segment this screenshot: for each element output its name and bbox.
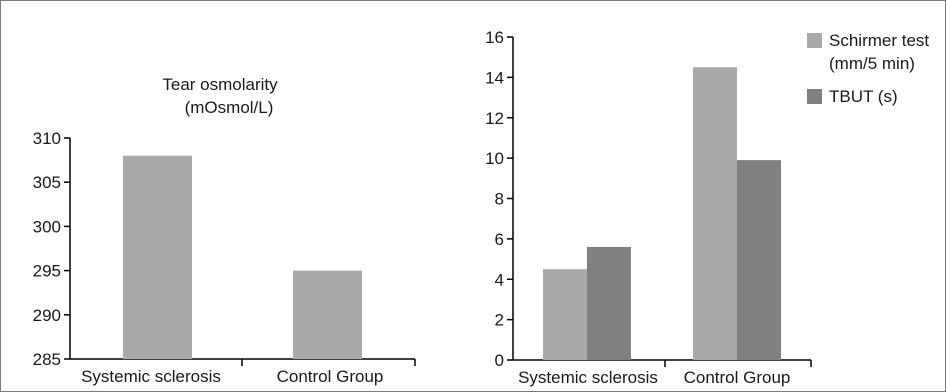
legend-label-schirmer-line2: (mm/5 min) [829, 54, 915, 73]
y-tick-label: 10 [485, 149, 504, 168]
x-tick-label: Control Group [684, 368, 791, 387]
bar [587, 246, 631, 360]
y-tick-label: 6 [495, 230, 504, 249]
y-tick-label: 2 [495, 311, 504, 330]
y-tick-label: 300 [33, 217, 61, 236]
legend: Schirmer test (mm/5 min) TBUT (s) [807, 31, 929, 106]
y-tick-label: 4 [495, 270, 504, 289]
y-tick-label: 285 [33, 350, 61, 369]
osmolarity-chart: Tear osmolarity (mOsmol/L) 285 290 295 300 3… [33, 75, 416, 386]
bar [543, 269, 587, 360]
chart-subtitle: (mOsmol/L) [185, 98, 274, 117]
y-tick-label: 290 [33, 306, 61, 325]
bar [693, 67, 737, 360]
schirmer-tbut-plot-area: 0 2 4 6 8 10 12 14 16 Systemic sclerosis Control G… [485, 28, 812, 387]
y-tick-label: 305 [33, 173, 61, 192]
y-tick-label: 310 [33, 129, 61, 148]
x-tick-label: Systemic sclerosis [81, 367, 221, 386]
bar [293, 270, 362, 359]
y-tick-label: 14 [485, 68, 504, 87]
schirmer-tbut-chart: 0 2 4 6 8 10 12 14 16 Systemic sclerosis Control G… [485, 28, 929, 387]
bar [123, 155, 192, 359]
x-tick-label: Control Group [277, 367, 384, 386]
chart-title: Tear osmolarity [162, 75, 278, 94]
y-tick-label: 8 [495, 190, 504, 209]
y-tick-label: 16 [485, 28, 504, 47]
y-tick-label: 295 [33, 262, 61, 281]
legend-label-tbut: TBUT (s) [829, 87, 898, 106]
legend-swatch-schirmer [807, 33, 822, 48]
y-tick-label: 12 [485, 109, 504, 128]
legend-label-schirmer-line1: Schirmer test [829, 31, 929, 50]
x-tick-label: Systemic sclerosis [518, 368, 658, 387]
y-tick-label: 0 [495, 351, 504, 370]
bar [737, 160, 781, 360]
osmolarity-plot-area: 285 290 295 300 305 310 Systemic sclerosis Cont… [33, 129, 416, 386]
legend-swatch-tbut [807, 89, 822, 104]
